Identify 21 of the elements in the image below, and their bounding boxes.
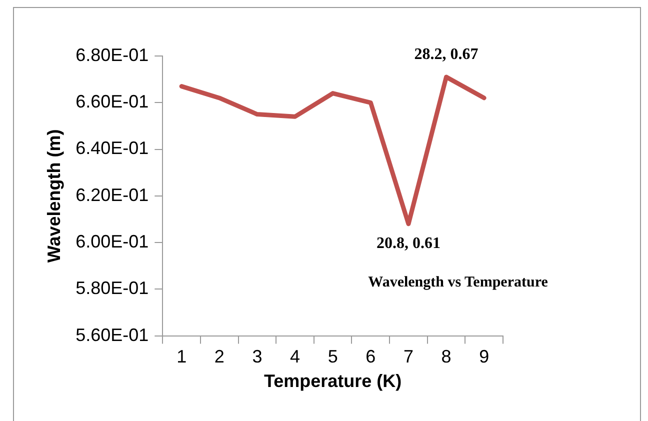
x-tick-label: 5 — [328, 346, 338, 367]
x-tick-label: 3 — [252, 346, 262, 367]
annotation: 20.8, 0.61 — [376, 235, 440, 252]
x-tick-label: 8 — [441, 346, 452, 367]
y-tick-label: 6.80E-01 — [76, 44, 149, 65]
text: Wavelength vs Temperature — [368, 274, 548, 291]
annotation: 28.2, 0.67 — [414, 46, 478, 64]
x-tick-label: 4 — [290, 346, 300, 367]
y-tick-label: 5.80E-01 — [76, 278, 149, 298]
y-tick-label: 6.20E-01 — [76, 184, 149, 205]
x-tick-label: 2 — [214, 346, 224, 367]
x-tick-label: 9 — [479, 346, 490, 367]
y-tick-label: 6.40E-01 — [76, 138, 149, 158]
x-tick-label: 1 — [176, 346, 187, 367]
y-axis-title: Wavelength (m) — [44, 129, 64, 263]
y-tick-label: 6.60E-01 — [76, 92, 149, 112]
x-tick-label: 6 — [366, 346, 376, 367]
y-tick-label: 6.00E-01 — [76, 232, 149, 252]
x-tick-label: 7 — [403, 346, 414, 367]
y-tick-label: 5.60E-01 — [76, 324, 149, 345]
x-axis-title: Temperature (K) — [264, 371, 402, 392]
